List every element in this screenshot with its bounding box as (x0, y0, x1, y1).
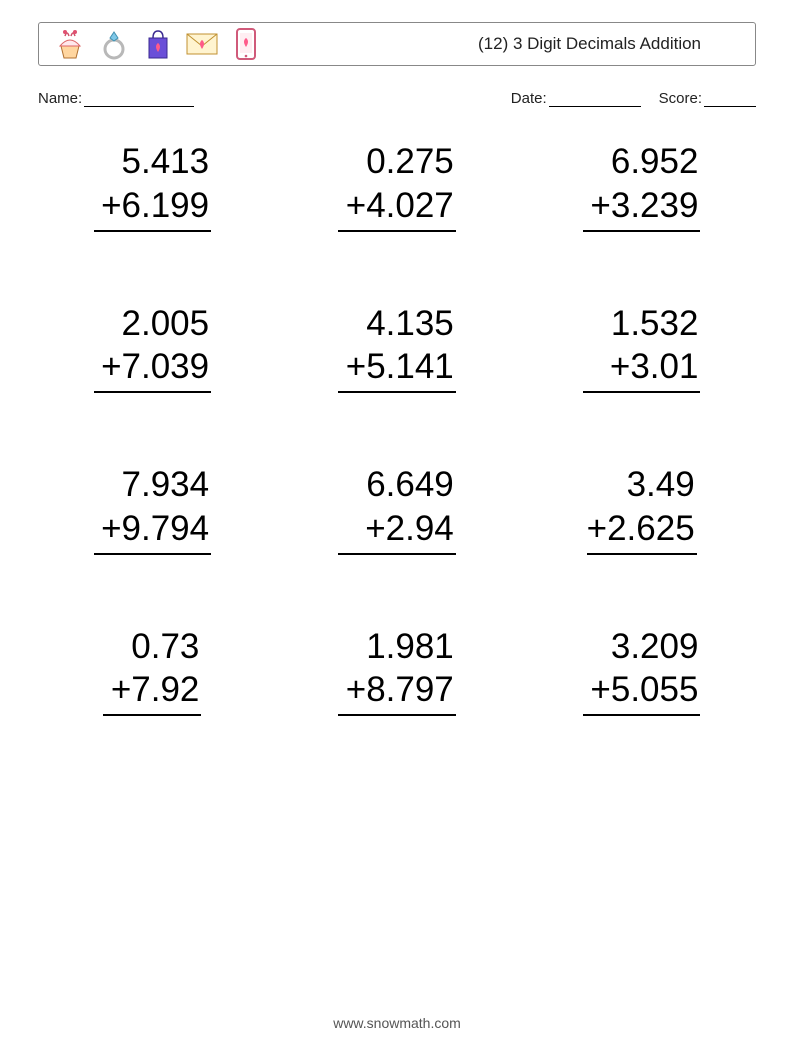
phone-icon (229, 27, 263, 61)
operator: + (587, 509, 607, 548)
problem-bottom-row: +2.625 (587, 507, 697, 555)
problem-bottom-row: +7.039 (94, 345, 212, 393)
problem-12: 3.209+5.055 (549, 625, 734, 717)
problem-bottom: 8.797 (366, 670, 454, 709)
header-icons (53, 27, 263, 61)
problem-bottom: 5.141 (366, 347, 454, 386)
operator: + (101, 347, 121, 386)
operator: + (346, 186, 366, 225)
date-field: Date: (511, 90, 641, 107)
problem-bottom: 7.92 (131, 670, 199, 709)
problem-bottom: 3.239 (611, 186, 699, 225)
problem-top: 7.934 (94, 463, 212, 507)
name-label: Name: (38, 90, 82, 107)
date-line (549, 91, 641, 107)
problem-2: 0.275+4.027 (305, 140, 490, 232)
problem-top: 1.981 (338, 625, 456, 669)
problem-bottom-row: +4.027 (338, 184, 456, 232)
operator: + (590, 186, 610, 225)
operator: + (365, 509, 385, 548)
problem-top: 0.275 (338, 140, 456, 184)
problems-grid: 5.413+6.199 0.275+4.027 6.952+3.239 2.00… (60, 140, 734, 716)
right-fields: Date: Score: (511, 90, 756, 107)
problem-11: 1.981+8.797 (305, 625, 490, 717)
problem-bottom-row: +7.92 (103, 668, 201, 716)
operator: + (101, 186, 121, 225)
footer-url: www.snowmath.com (0, 1015, 794, 1031)
problem-3: 6.952+3.239 (549, 140, 734, 232)
problem-top: 3.209 (583, 625, 701, 669)
problem-5: 4.135+5.141 (305, 302, 490, 394)
problem-bottom: 7.039 (122, 347, 210, 386)
problem-top: 3.49 (587, 463, 697, 507)
problem-bottom-row: +5.141 (338, 345, 456, 393)
header-box: (12) 3 Digit Decimals Addition (38, 22, 756, 66)
problem-8: 6.649+2.94 (305, 463, 490, 555)
operator: + (346, 670, 366, 709)
name-field: Name: (38, 90, 194, 107)
problem-top: 0.73 (103, 625, 201, 669)
operator: + (101, 509, 121, 548)
operator: + (590, 670, 610, 709)
problem-bottom: 6.199 (122, 186, 210, 225)
problem-top: 6.952 (583, 140, 701, 184)
problem-7: 7.934+9.794 (60, 463, 245, 555)
problem-9: 3.49+2.625 (549, 463, 734, 555)
problem-10: 0.73+7.92 (60, 625, 245, 717)
operator: + (111, 670, 131, 709)
problem-bottom: 4.027 (366, 186, 454, 225)
problem-top: 5.413 (94, 140, 212, 184)
cupcake-icon (53, 27, 87, 61)
problem-top: 6.649 (338, 463, 456, 507)
problem-bottom: 3.01 (630, 347, 698, 386)
problem-top: 4.135 (338, 302, 456, 346)
problem-1: 5.413+6.199 (60, 140, 245, 232)
problem-top: 2.005 (94, 302, 212, 346)
problem-bottom: 2.94 (386, 509, 454, 548)
score-label: Score: (659, 90, 702, 107)
worksheet-title: (12) 3 Digit Decimals Addition (478, 34, 701, 54)
fields-row: Name: Date: Score: (38, 90, 756, 107)
problem-bottom: 2.625 (607, 509, 695, 548)
score-line (704, 91, 756, 107)
problem-bottom-row: +5.055 (583, 668, 701, 716)
operator: + (346, 347, 366, 386)
operator: + (610, 347, 630, 386)
problem-bottom-row: +3.01 (583, 345, 701, 393)
problem-4: 2.005+7.039 (60, 302, 245, 394)
problem-bottom-row: +6.199 (94, 184, 212, 232)
envelope-icon (185, 27, 219, 61)
problem-bottom: 5.055 (611, 670, 699, 709)
problem-bottom-row: +8.797 (338, 668, 456, 716)
problem-bottom-row: +2.94 (338, 507, 456, 555)
problem-bottom: 9.794 (122, 509, 210, 548)
problem-6: 1.532+3.01 (549, 302, 734, 394)
ring-icon (97, 27, 131, 61)
name-line (84, 91, 194, 107)
score-field: Score: (659, 90, 756, 107)
date-label: Date: (511, 90, 547, 107)
bag-icon (141, 27, 175, 61)
problem-bottom-row: +9.794 (94, 507, 212, 555)
problem-top: 1.532 (583, 302, 701, 346)
problem-bottom-row: +3.239 (583, 184, 701, 232)
